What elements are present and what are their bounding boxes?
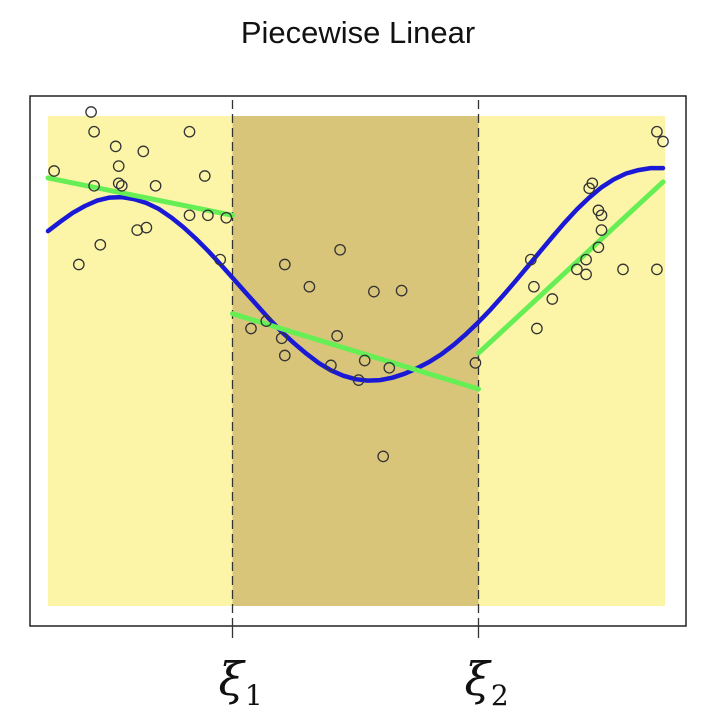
data-point	[586, 177, 599, 190]
data-point	[220, 211, 233, 224]
data-point	[651, 263, 663, 276]
data-point	[546, 293, 559, 305]
data-point	[260, 315, 273, 327]
knot-label-1: ξ1	[219, 652, 263, 712]
data-point	[85, 106, 97, 118]
data-point	[377, 450, 390, 463]
data-point	[595, 224, 608, 236]
data-points	[48, 106, 669, 463]
data-point	[88, 179, 100, 192]
data-point	[383, 361, 396, 374]
data-point	[214, 253, 227, 266]
knot-lines	[231, 100, 480, 638]
data-point	[115, 179, 128, 192]
data-point	[278, 349, 291, 362]
data-point	[395, 284, 408, 297]
piecewise-linear-segment-3	[476, 179, 666, 356]
data-point	[183, 209, 196, 222]
data-point	[334, 243, 346, 256]
data-point	[202, 209, 214, 222]
data-point	[137, 145, 150, 158]
piecewise-linear-segment-2	[230, 311, 481, 392]
data-point	[303, 280, 316, 293]
data-point	[275, 332, 288, 345]
piecewise-linear-segment-1	[45, 175, 235, 218]
data-point	[331, 330, 343, 342]
data-point	[592, 241, 605, 254]
data-point	[580, 268, 592, 281]
data-point	[368, 285, 380, 298]
data-point	[358, 354, 371, 367]
chart-title: Piecewise Linear	[241, 15, 475, 50]
data-point	[149, 179, 162, 192]
data-point	[109, 140, 122, 153]
data-point	[580, 253, 592, 266]
data-point	[657, 135, 669, 148]
data-point	[531, 322, 543, 335]
data-point	[198, 170, 211, 182]
data-point	[88, 125, 100, 138]
region-middle	[232, 116, 479, 606]
knot-label-2: ξ2	[465, 652, 509, 712]
data-point	[72, 258, 85, 271]
data-point	[325, 359, 337, 372]
data-point	[595, 209, 608, 222]
region-right	[478, 116, 665, 606]
data-point	[528, 280, 540, 293]
data-point	[617, 263, 629, 276]
data-point	[524, 253, 537, 266]
data-point	[245, 322, 257, 335]
curves	[45, 165, 666, 392]
true-curve-line	[45, 165, 666, 383]
knot-labels: ξ1 ξ2	[219, 652, 509, 712]
data-point	[571, 263, 583, 276]
data-point	[48, 165, 60, 177]
data-point	[112, 160, 125, 172]
data-point	[352, 374, 365, 386]
data-point	[112, 177, 125, 190]
data-point	[278, 258, 291, 271]
knot-regions	[48, 116, 665, 606]
data-point	[183, 125, 196, 138]
data-point	[140, 221, 153, 234]
data-point	[469, 357, 482, 369]
region-left	[48, 116, 233, 606]
data-point	[651, 125, 663, 138]
data-point	[94, 238, 107, 251]
